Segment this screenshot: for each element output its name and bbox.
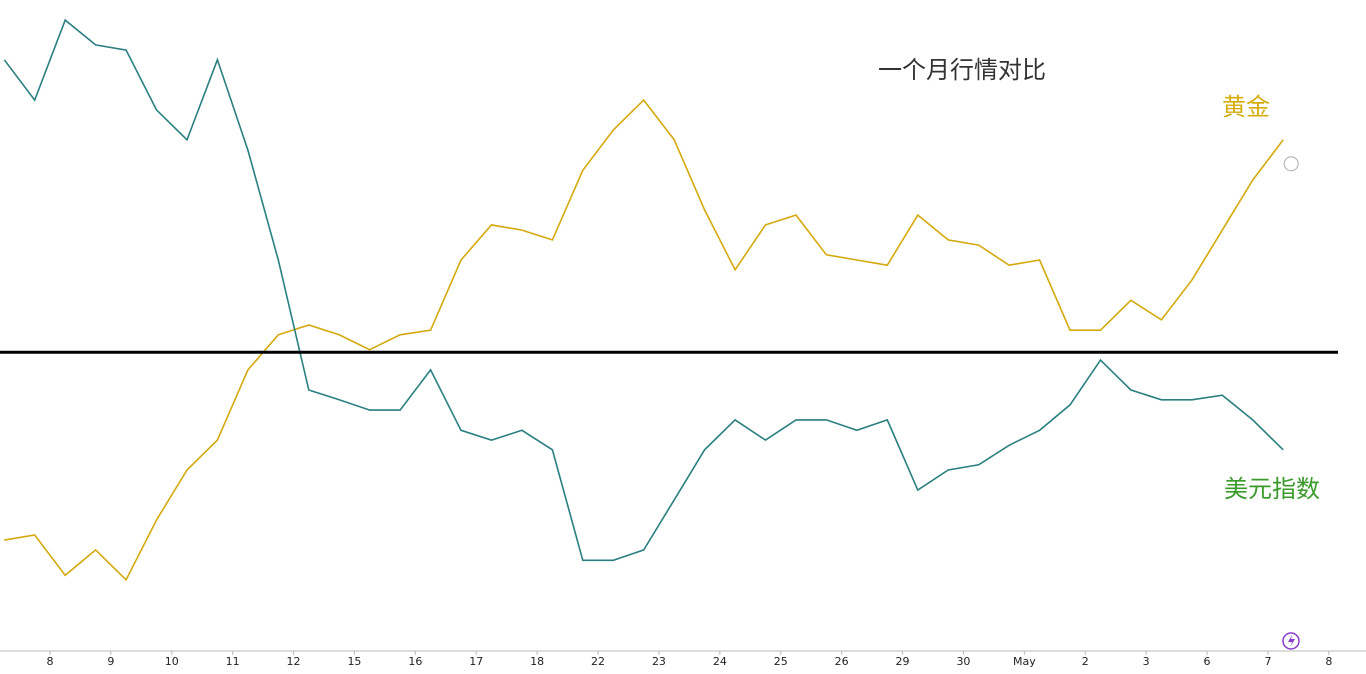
x-tick-label: May bbox=[1013, 655, 1036, 668]
x-tick-label: 24 bbox=[713, 655, 727, 668]
x-tick-label: 2 bbox=[1082, 655, 1089, 668]
x-tick-label: 3 bbox=[1143, 655, 1150, 668]
x-tick-label: 8 bbox=[46, 655, 53, 668]
x-tick-label: 6 bbox=[1204, 655, 1211, 668]
chart-title: 一个月行情对比 bbox=[878, 56, 1046, 84]
series-line bbox=[4, 98, 1284, 582]
series-label: 美元指数 bbox=[1224, 475, 1320, 503]
x-tick-label: 22 bbox=[591, 655, 605, 668]
x-tick-label: 16 bbox=[408, 655, 422, 668]
x-tick-label: 15 bbox=[347, 655, 361, 668]
x-tick-label: 9 bbox=[107, 655, 114, 668]
x-tick-label: 23 bbox=[652, 655, 666, 668]
x-tick-label: 10 bbox=[165, 655, 179, 668]
x-tick-label: 8 bbox=[1325, 655, 1332, 668]
x-tick-label: 18 bbox=[530, 655, 544, 668]
x-tick-label: 7 bbox=[1264, 655, 1271, 668]
x-tick-label: 25 bbox=[774, 655, 788, 668]
x-tick-label: 11 bbox=[226, 655, 240, 668]
x-tick-label: 26 bbox=[835, 655, 849, 668]
series-line bbox=[3, 18, 1284, 562]
x-tick-label: 17 bbox=[469, 655, 483, 668]
lightning-glyph bbox=[1288, 635, 1295, 647]
x-tick-label: 12 bbox=[287, 655, 301, 668]
series-label: 黄金 bbox=[1222, 93, 1270, 121]
x-tick-label: 30 bbox=[956, 655, 970, 668]
lightning-icon[interactable] bbox=[1282, 632, 1300, 650]
x-tick-label: 29 bbox=[896, 655, 910, 668]
last-point-marker bbox=[1283, 156, 1299, 172]
